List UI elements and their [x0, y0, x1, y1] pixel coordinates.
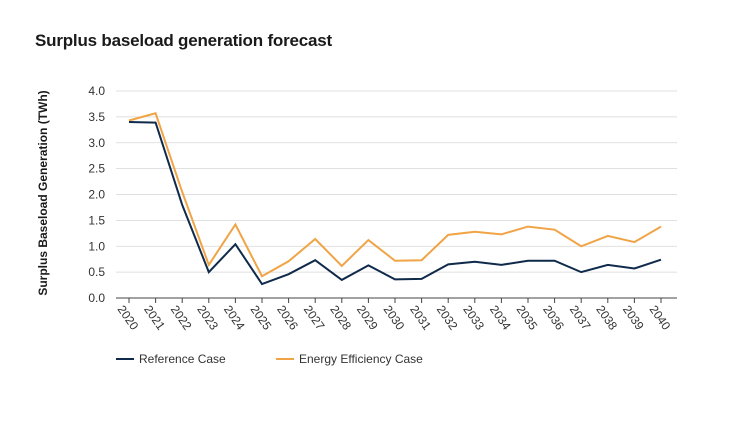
y-tick-label: 3.5 [88, 110, 105, 124]
x-tick-label: 2021 [141, 303, 168, 333]
x-tick-label: 2033 [460, 303, 487, 333]
legend-label: Reference Case [139, 352, 226, 366]
x-tick-label: 2022 [168, 303, 195, 333]
gridlines [116, 90, 677, 299]
x-tick-label: 2025 [248, 303, 275, 333]
series-line-energy-efficiency-case [128, 112, 662, 278]
x-tick-label: 2038 [593, 303, 620, 333]
y-axis-title: Surplus Baseload Generation (TWh) [36, 90, 50, 295]
x-tick-label: 2035 [514, 303, 541, 333]
x-tick-label: 2040 [647, 303, 674, 333]
x-tick-label: 2032 [434, 303, 461, 333]
y-tick-label: 1.0 [88, 239, 105, 253]
series-lines [128, 112, 662, 286]
x-tick-label: 2036 [540, 303, 567, 333]
y-tick-label: 4.0 [88, 84, 105, 98]
x-tick-label: 2039 [620, 303, 647, 333]
chart-title: Surplus baseload generation forecast [35, 31, 332, 50]
x-tick-label: 2023 [194, 303, 221, 333]
x-tick-label: 2029 [354, 303, 381, 333]
x-tick-label: 2024 [221, 303, 248, 333]
series-line-reference-case [128, 121, 662, 286]
x-tick-label: 2020 [115, 303, 142, 333]
x-tick-label: 2028 [327, 303, 354, 333]
y-tick-label: 1.5 [88, 213, 105, 227]
legend: Reference Case Energy Efficiency Case [116, 352, 423, 366]
x-tick-label: 2027 [301, 303, 328, 333]
x-tick-label: 2026 [274, 303, 301, 333]
x-tick-label: 2031 [407, 303, 434, 333]
x-tick-label: 2030 [381, 303, 408, 333]
x-axis-ticks: 2020 2021 2022 2023 2024 2025 2026 2027 2028 2029… [115, 298, 674, 333]
x-tick-label: 2037 [567, 303, 594, 333]
y-tick-label: 2.5 [88, 162, 105, 176]
legend-label: Energy Efficiency Case [299, 352, 423, 366]
y-tick-label: 2.0 [88, 188, 105, 202]
y-tick-label: 3.0 [88, 136, 105, 150]
y-tick-label: 0.0 [88, 291, 105, 305]
y-tick-label: 0.5 [88, 265, 105, 279]
x-tick-label: 2034 [487, 303, 514, 333]
y-axis-ticks: 0.0 0.5 1.0 1.5 2.0 2.5 3.0 3.5 4.0 [88, 84, 105, 305]
